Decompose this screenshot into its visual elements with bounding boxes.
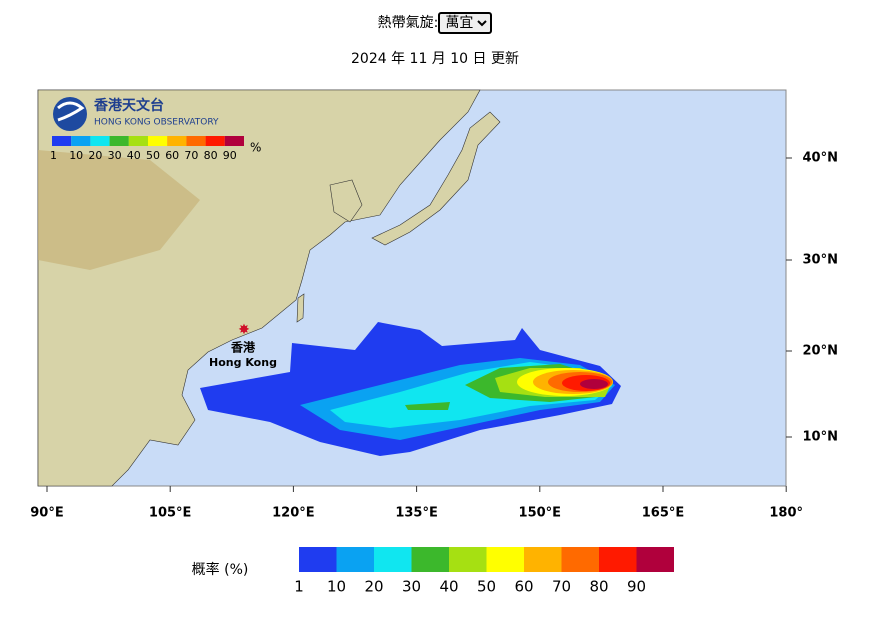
lon-label: 120°E — [272, 506, 315, 521]
inset-legend-unit: % — [250, 141, 261, 155]
hong-kong: ✸ 香港 Hong Kong — [209, 322, 277, 369]
lon-label: 135°E — [395, 506, 438, 521]
inset-legend-label: 80 — [204, 149, 218, 162]
logo: 香港天文台 HONG KONG OBSERVATORY — [53, 97, 219, 131]
lon-label: 150°E — [519, 506, 562, 521]
inset-legend-label: 70 — [184, 149, 198, 162]
inset-legend-swatch — [90, 136, 110, 146]
inset-legend-label: 40 — [127, 149, 141, 162]
lon-label: 165°E — [642, 506, 685, 521]
lon-label: 105°E — [149, 506, 192, 521]
legend-swatch — [561, 547, 599, 572]
lat-label: 20°N — [803, 344, 838, 359]
land-taiwan — [296, 293, 305, 323]
inset-legend-label: 30 — [108, 149, 122, 162]
swath-30b — [405, 402, 450, 410]
cyclone-label: 熱帶氣旋: — [377, 15, 439, 31]
hk-chinese: 香港 — [230, 340, 256, 355]
logo-swirl — [57, 101, 85, 122]
lon-label: 180° — [769, 506, 803, 521]
legend-label: 40 — [439, 578, 458, 596]
header: 熱帶氣旋: 萬宜 — [0, 12, 870, 34]
terrain — [38, 150, 200, 270]
legend-label: 30 — [402, 578, 421, 596]
legend-label: 90 — [627, 578, 646, 596]
legend-label: 20 — [364, 578, 383, 596]
legend-label: 60 — [514, 578, 533, 596]
inset-legend-swatch — [186, 136, 206, 146]
hk-english: Hong Kong — [209, 356, 277, 369]
inset-legend-label: 20 — [88, 149, 102, 162]
legend-swatch — [486, 547, 524, 572]
probability-swath — [200, 322, 621, 456]
inset-legend-label: 60 — [165, 149, 179, 162]
inset-legend-swatch — [167, 136, 187, 146]
legend-swatch — [336, 547, 374, 572]
legend-label: 70 — [552, 578, 571, 596]
legend-swatch — [299, 547, 337, 572]
legend-swatch — [599, 547, 637, 572]
lon-label: 90°E — [30, 506, 63, 521]
inset-legend-label: 50 — [146, 149, 160, 162]
legend-swatch — [449, 547, 487, 572]
logo-chinese: 香港天文台 — [93, 97, 164, 114]
inset-legend-swatch — [224, 136, 244, 146]
inset-legend-swatch — [128, 136, 148, 146]
legend-swatch — [524, 547, 562, 572]
legend-label: 10 — [327, 578, 346, 596]
lat-label: 40°N — [803, 151, 838, 166]
update-date: 2024 年 11 月 10 日 更新 — [351, 51, 519, 67]
inset-legend-swatch — [71, 136, 91, 146]
inset-legend-swatch — [205, 136, 225, 146]
inset-legend-label: 90 — [223, 149, 237, 162]
lat-label: 10°N — [803, 430, 838, 445]
legend-swatch — [636, 547, 674, 572]
inset-legend-swatch — [52, 136, 72, 146]
lat-label: 30°N — [803, 253, 838, 268]
inset-legend-label: 1 — [50, 149, 57, 162]
hk-marker: ✸ — [238, 322, 250, 338]
inset-legend-swatch — [109, 136, 129, 146]
land-japan — [371, 111, 501, 246]
logo-english: HONG KONG OBSERVATORY — [94, 118, 219, 128]
cyclone-select[interactable]: 萬宜 — [438, 12, 493, 34]
legend-swatch — [411, 547, 449, 572]
legend-label: 50 — [477, 578, 496, 596]
legend-label: 1 — [294, 578, 304, 596]
inset-legend-label: 10 — [69, 149, 83, 162]
legend-swatch — [374, 547, 412, 572]
swath-90 — [580, 379, 608, 389]
inset-legend-swatch — [148, 136, 168, 146]
legend-label: 80 — [589, 578, 608, 596]
land-korea — [329, 179, 363, 223]
legend-title: 概率 (%) — [192, 561, 249, 578]
